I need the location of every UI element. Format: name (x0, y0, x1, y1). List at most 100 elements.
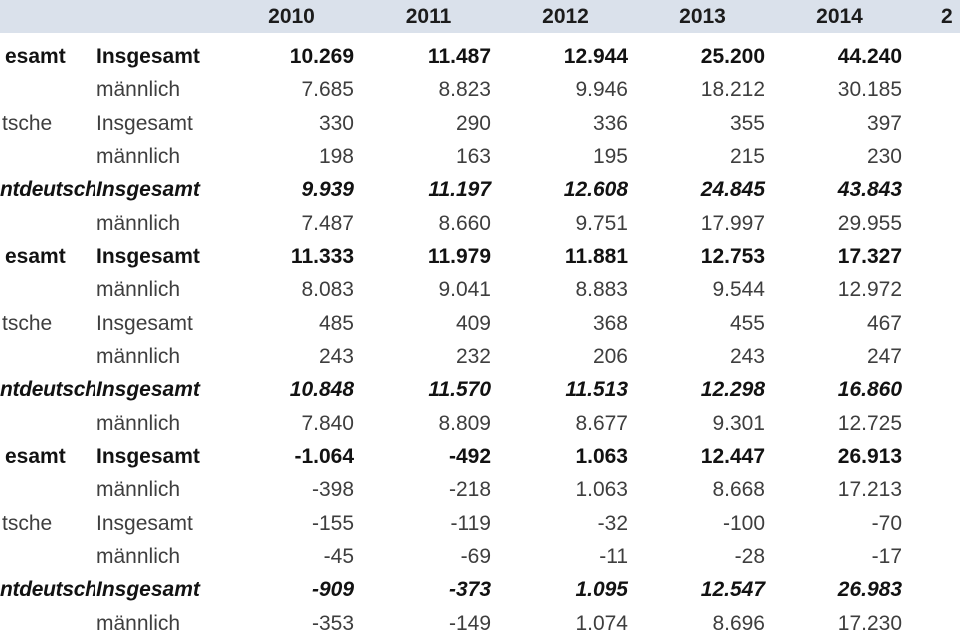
cell-value[interactable]: -218 (448, 478, 491, 502)
cell-value[interactable]: 336 (592, 111, 628, 135)
cell-value[interactable]: -11 (599, 544, 628, 568)
cell-value[interactable]: 25.200 (700, 45, 765, 68)
year-header[interactable]: 2012 (542, 5, 589, 28)
cell-value[interactable]: 11.197 (428, 178, 491, 202)
cell-value[interactable]: 355 (729, 111, 765, 135)
cell-group-label[interactable]: tsche (2, 311, 53, 335)
cell-row-label[interactable]: männlich (96, 144, 181, 168)
cell-value[interactable]: 8.668 (712, 478, 765, 502)
cell-group-label[interactable] (0, 340, 95, 373)
cell-value[interactable]: 44.240 (837, 45, 902, 68)
cell-value[interactable]: -1.064 (294, 444, 354, 468)
cell-value[interactable]: 11.513 (565, 378, 628, 402)
cell-value[interactable]: 17.230 (837, 611, 902, 635)
cell-value[interactable]: 11.333 (290, 244, 354, 268)
cell-value[interactable]: 9.939 (301, 178, 354, 202)
cell-value[interactable]: 11.881 (564, 244, 628, 268)
cell-value[interactable]: 330 (318, 111, 354, 135)
cell-group-label[interactable] (0, 407, 95, 440)
cell-row-label[interactable]: Insgesamt (96, 45, 200, 68)
cell-group-label[interactable]: esamt (5, 444, 66, 468)
cell-row-label[interactable]: Insgesamt (96, 311, 193, 335)
cell-value[interactable]: 1.095 (575, 578, 628, 602)
cell-value[interactable]: 12.547 (700, 578, 765, 602)
cell-group-label[interactable]: esamt (5, 244, 66, 268)
cell-value[interactable]: 9.544 (712, 278, 765, 302)
cell-value[interactable]: 9.041 (438, 278, 491, 302)
cell-group-label[interactable] (0, 607, 95, 640)
cell-value[interactable]: 8.677 (575, 411, 628, 435)
cell-value[interactable]: 9.751 (575, 211, 628, 235)
cell-value[interactable]: 12.944 (563, 45, 628, 68)
cell-value[interactable]: 243 (729, 344, 765, 368)
year-header[interactable]: 2010 (268, 5, 315, 28)
year-header[interactable]: 2011 (405, 5, 452, 28)
cell-group-label[interactable] (0, 207, 95, 240)
cell-value[interactable]: -353 (311, 611, 354, 635)
cell-value[interactable]: 8.883 (575, 278, 628, 302)
cell-value[interactable]: 163 (455, 144, 491, 168)
cell-value[interactable]: 12.753 (700, 244, 765, 268)
cell-value[interactable]: 397 (866, 111, 902, 135)
cell-value[interactable]: 455 (729, 311, 765, 335)
cell-value[interactable]: 243 (318, 344, 354, 368)
cell-value[interactable]: -70 (871, 511, 902, 535)
cell-row-label[interactable]: männlich (96, 211, 181, 235)
cell-group-label[interactable] (0, 473, 95, 506)
cell-value[interactable]: -45 (323, 544, 354, 568)
cell-value[interactable]: 467 (866, 311, 902, 335)
cell-row-label[interactable]: männlich (96, 344, 181, 368)
cell-group-label[interactable] (0, 140, 95, 173)
cell-value[interactable]: -398 (311, 478, 354, 502)
cell-value[interactable]: 485 (318, 311, 354, 335)
cell-value[interactable]: 1.063 (575, 478, 628, 502)
cell-value[interactable]: 7.840 (301, 411, 354, 435)
cell-value[interactable]: 232 (455, 344, 491, 368)
cell-row-label[interactable]: männlich (96, 611, 181, 635)
cell-value[interactable]: 290 (455, 111, 491, 135)
cell-value[interactable]: -69 (460, 544, 491, 568)
cell-group-label[interactable]: ntdeutsch (0, 578, 95, 602)
cell-value[interactable]: 1.074 (575, 611, 628, 635)
cell-row-label[interactable]: Insgesamt (96, 111, 193, 135)
cell-group-label[interactable]: ntdeutsch (0, 378, 95, 402)
cell-value[interactable]: 9.301 (712, 411, 765, 435)
cell-value[interactable]: -155 (311, 511, 354, 535)
cell-value[interactable]: 247 (866, 344, 902, 368)
cell-group-label[interactable] (0, 73, 95, 106)
cell-value[interactable]: -100 (722, 511, 765, 535)
cell-value[interactable]: 9.946 (575, 78, 628, 102)
cell-value[interactable]: 43.843 (837, 178, 902, 202)
cell-value[interactable]: -28 (734, 544, 765, 568)
year-header-partial[interactable]: 2 (941, 5, 953, 28)
cell-row-label[interactable]: Insgesamt (96, 244, 200, 268)
cell-value[interactable]: -119 (450, 511, 491, 535)
cell-row-label[interactable]: Insgesamt (96, 178, 200, 202)
cell-row-label[interactable]: männlich (96, 544, 181, 568)
cell-value[interactable]: 8.696 (712, 611, 765, 635)
cell-value[interactable]: -492 (448, 444, 491, 468)
year-header[interactable]: 2013 (679, 5, 726, 28)
cell-value[interactable]: 26.913 (837, 444, 902, 468)
cell-group-label[interactable]: ntdeutsch (0, 178, 95, 202)
cell-value[interactable]: 11.979 (427, 244, 491, 268)
cell-value[interactable]: 1.063 (575, 444, 628, 468)
cell-value[interactable]: 206 (592, 344, 628, 368)
cell-value[interactable]: 230 (866, 144, 902, 168)
cell-value[interactable]: 17.213 (837, 478, 902, 502)
cell-value[interactable]: 10.269 (289, 45, 354, 68)
cell-row-label[interactable]: männlich (96, 278, 181, 302)
cell-value[interactable]: 17.327 (837, 244, 902, 268)
cell-value[interactable]: -149 (448, 611, 491, 635)
cell-value[interactable]: 24.845 (700, 178, 765, 202)
cell-row-label[interactable]: männlich (96, 411, 181, 435)
cell-value[interactable]: 18.212 (700, 78, 765, 102)
cell-value[interactable]: 409 (455, 311, 491, 335)
cell-value[interactable]: 30.185 (837, 78, 902, 102)
cell-value[interactable]: 8.823 (438, 78, 491, 102)
cell-value[interactable]: 8.660 (438, 211, 491, 235)
cell-row-label[interactable]: männlich (96, 478, 181, 502)
cell-value[interactable]: 10.848 (289, 378, 354, 402)
cell-value[interactable]: 26.983 (837, 578, 902, 602)
cell-row-label[interactable]: Insgesamt (96, 578, 200, 602)
